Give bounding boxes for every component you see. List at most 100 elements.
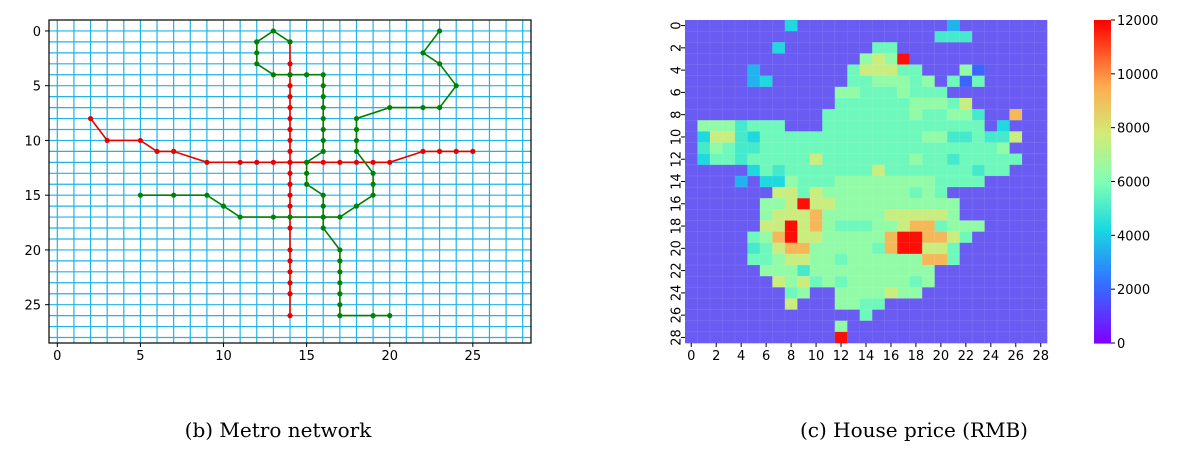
heatmap-cell [697,320,711,333]
heatmap-cell [972,242,985,255]
heatmap-cell [997,131,1010,143]
colorbar-segment [1094,313,1111,317]
heatmap-cell [797,298,811,310]
heatmap-cell [834,97,848,110]
heatmap-x-tick-label: 20 [933,349,950,364]
heatmap-cell [734,86,748,99]
colorbar-segment [1094,98,1111,102]
metro-station [320,94,326,100]
heatmap-cell [797,153,811,166]
heatmap-cell [872,187,886,199]
heatmap-cell [997,175,1010,188]
heatmap-cell [834,164,848,177]
heatmap-cell [947,265,960,277]
y-tick-label: 5 [33,80,41,95]
heatmap-cell [697,242,711,255]
metro-station [370,313,376,319]
heatmap-cell [809,198,823,210]
heatmap-cell [897,142,910,154]
heatmap-cell [847,131,861,143]
heatmap-cell [797,97,811,110]
x-tick-label: 5 [136,349,144,364]
metro-station [104,137,110,144]
heatmap-cell [897,109,910,121]
heatmap-cell [934,298,948,310]
heatmap-cell [834,242,848,255]
heatmap-cell [872,164,886,177]
heatmap-cell [997,242,1010,255]
heatmap-cell [685,220,698,232]
heatmap-cell [784,298,798,310]
heatmap-cell [709,153,723,166]
heatmap-cell [722,175,736,188]
heatmap-cell [809,209,823,221]
heatmap-cell [872,220,886,232]
heatmap-cell [772,86,786,99]
heatmap-cell [759,97,773,110]
heatmap-cell [797,309,811,322]
heatmap-cell [797,75,811,88]
heatmap-x-tick-label: 6 [762,349,770,364]
heatmap-cell [909,276,923,288]
heatmap-cell [922,265,935,277]
heatmap-x-tick-label: 8 [787,349,795,364]
heatmap-cell [734,164,748,177]
heatmap-cell [847,120,861,132]
metro-station [287,247,293,253]
metro-station [220,203,227,209]
heatmap-cell [947,53,960,65]
heatmap-cell [747,242,761,255]
heatmap-cell [859,231,873,244]
heatmap-cell [822,31,836,43]
heatmap-cell [722,187,736,199]
heatmap-cell [934,220,948,232]
heatmap-cell [697,209,711,221]
heatmap-cell [872,265,886,277]
heatmap-cell [772,309,786,322]
heatmap-y-tick-label: 12 [670,151,685,168]
heatmap-cell [834,120,848,132]
heatmap-cell [722,164,736,177]
heatmap-cell [984,187,998,199]
heatmap-cell [972,97,985,110]
metro-station [337,159,343,165]
heatmap-cell [834,31,848,43]
heatmap-cell [947,42,960,54]
metro-station [320,225,326,231]
heatmap-cell [847,64,861,76]
metro-station [287,203,293,209]
heatmap-cell [859,187,873,199]
heatmap-cell [872,287,886,299]
colorbar-segment [1094,232,1111,236]
heatmap-cell [1022,253,1035,266]
heatmap-cell [685,20,698,32]
heatmap-cell [1009,242,1023,255]
colorbar-segment [1094,289,1111,293]
colorbar-segment [1094,63,1111,67]
heatmap-cell [897,97,910,110]
heatmap-cell [922,231,935,244]
heatmap-cell [934,86,948,99]
heatmap-cell [959,175,973,188]
heatmap-cell [709,276,723,288]
metro-station [287,313,293,319]
heatmap-cell [884,265,898,277]
heatmap-cell [1022,298,1035,310]
heatmap-cell [947,320,960,333]
colorbar-segment [1094,143,1111,148]
heatmap-cell [922,187,935,199]
heatmap-cell [997,31,1010,43]
heatmap-cell [747,298,761,310]
heatmap-cell [797,131,811,143]
heatmap-cell [809,231,823,244]
heatmap-cell [697,75,711,88]
heatmap-cell [797,109,811,121]
heatmap-cell [1034,175,1048,188]
heatmap-cell [747,53,761,65]
colorbar-segment [1094,44,1111,48]
metro-station [154,148,160,154]
heatmap-cell [922,175,935,188]
metro-network-panel: 0 5 10 15 20 25 0 5 10 15 20 25 (b) Metro network [24,19,532,442]
heatmap-cell [722,64,736,76]
colorbar-segment [1094,189,1111,193]
